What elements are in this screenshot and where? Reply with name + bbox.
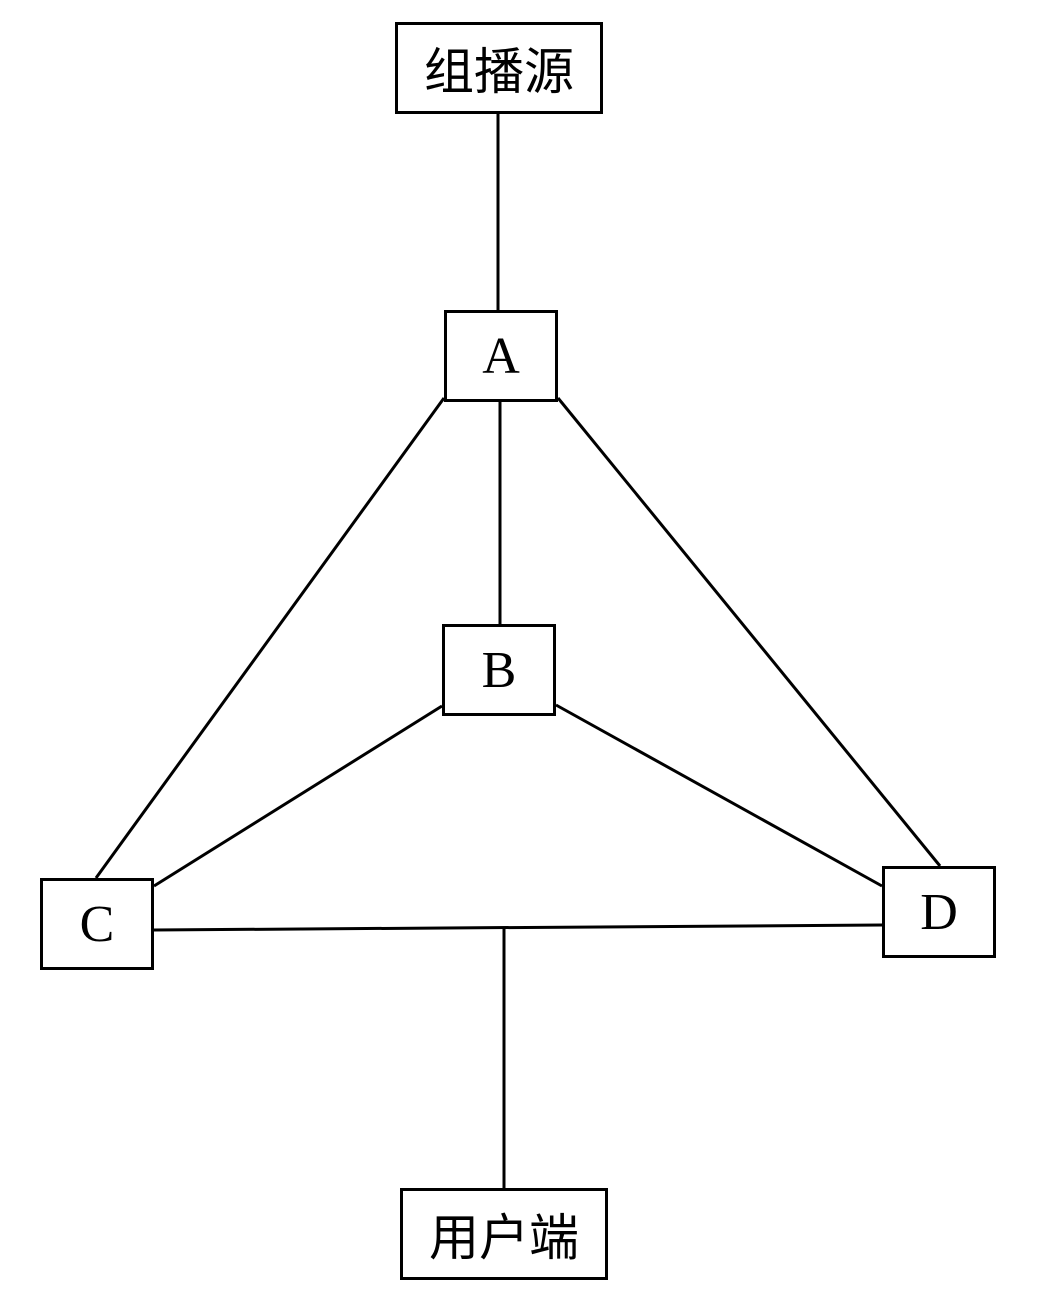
node-c: C xyxy=(40,878,154,970)
node-source-label: 组播源 xyxy=(424,32,574,104)
node-a-label: A xyxy=(482,327,520,386)
edge-b-d xyxy=(556,705,882,886)
node-d: D xyxy=(882,866,996,958)
node-client: 用户端 xyxy=(400,1188,608,1280)
node-b-label: B xyxy=(482,641,517,700)
node-d-label: D xyxy=(920,883,958,942)
node-client-label: 用户端 xyxy=(429,1198,579,1270)
node-b: B xyxy=(442,624,556,716)
node-source: 组播源 xyxy=(395,22,603,114)
edge-b-c xyxy=(154,706,442,886)
node-c-label: C xyxy=(80,895,115,954)
edge-a-c xyxy=(96,398,444,878)
edge-a-d xyxy=(558,398,940,866)
node-a: A xyxy=(444,310,558,402)
edge-c-d xyxy=(154,925,882,930)
